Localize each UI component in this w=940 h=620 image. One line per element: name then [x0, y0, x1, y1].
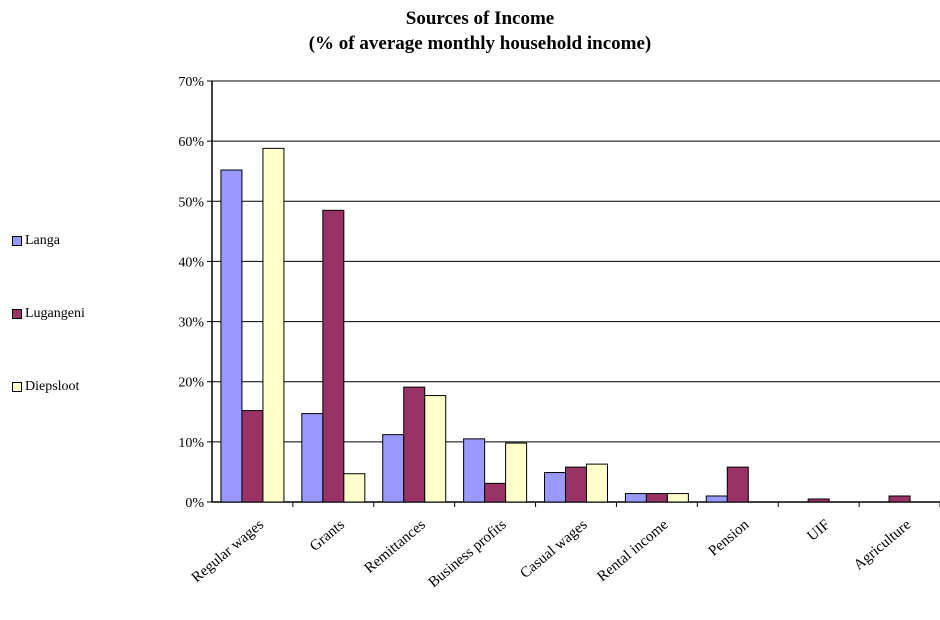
legend-label-diepsloot: Diepsloot [25, 379, 80, 394]
bar-langa [301, 413, 324, 503]
bar-diepsloot [586, 463, 608, 503]
x-tick-label: Agriculture [851, 517, 915, 574]
bar-diepsloot [343, 473, 366, 503]
x-tick-label: Grants [307, 517, 348, 555]
y-tick-label: 10% [178, 436, 204, 451]
bar-langa [463, 438, 486, 503]
y-tick-label: 40% [178, 255, 204, 270]
legend-label-langa: Langa [25, 233, 60, 248]
legend-item-langa: Langa [12, 232, 85, 250]
bar-lugangeni [726, 466, 749, 503]
x-tick-label: Casual wages [517, 517, 590, 582]
chart-subtitle: (% of average monthly household income) [308, 33, 652, 54]
x-tick-label: Remittances [362, 517, 429, 577]
y-tick-label: 30% [178, 316, 204, 331]
x-tick-label: Pension [706, 516, 753, 559]
bar-diepsloot [424, 395, 447, 503]
y-tick-label: 50% [178, 195, 204, 210]
legend-swatch-langa [12, 236, 22, 246]
bar-langa [544, 472, 566, 503]
bar-lugangeni [807, 498, 830, 503]
bar-lugangeni [645, 493, 668, 503]
bar-langa [220, 169, 243, 503]
y-tick-label: 0% [185, 496, 204, 511]
x-tick-label: Rental income [594, 517, 671, 585]
legend-swatch-diepsloot [12, 382, 22, 392]
y-tick-label: 20% [178, 376, 204, 391]
bar-langa [624, 493, 647, 503]
x-tick-label: Business profits [426, 517, 510, 591]
bar-diepsloot [666, 493, 689, 503]
bar-lugangeni [403, 386, 426, 503]
bar-langa [382, 434, 405, 503]
bar-langa [705, 495, 728, 503]
bar-lugangeni [888, 495, 911, 503]
legend-item-lugangeni: Lugangeni [12, 305, 85, 323]
bar-lugangeni [484, 482, 507, 503]
y-tick-label: 60% [178, 135, 204, 150]
legend-item-diepsloot: Diepsloot [12, 378, 85, 396]
chart-title: Sources of Income [405, 8, 555, 29]
chart-title-block: Sources of Income (% of average monthly … [0, 6, 940, 56]
bar-lugangeni [241, 410, 264, 503]
legend-label-lugangeni: Lugangeni [25, 306, 85, 321]
bar-lugangeni [322, 209, 345, 503]
bar-lugangeni [565, 466, 587, 503]
bar-diepsloot [505, 442, 528, 503]
bar-diepsloot [262, 147, 285, 503]
x-tick-label: UIF [804, 517, 833, 545]
legend-swatch-lugangeni [12, 309, 22, 319]
x-tick-label: Regular wages [189, 517, 267, 586]
y-tick-label: 70% [178, 75, 204, 90]
legend: Langa Lugangeni Diepsloot [12, 232, 85, 451]
